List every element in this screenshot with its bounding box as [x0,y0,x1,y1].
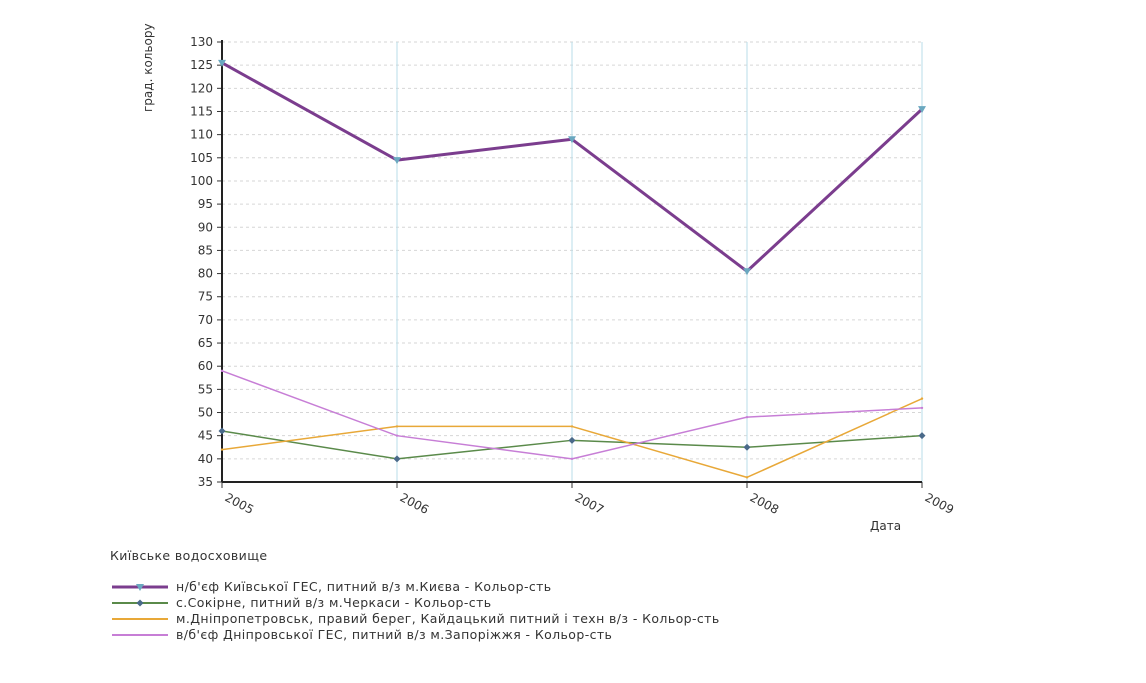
legend-swatch [110,581,170,593]
y-tick-label: 70 [198,313,213,327]
data-point [570,425,574,428]
data-point [918,432,926,440]
y-tick-label: 85 [198,243,213,257]
x-tick-label: 2009 [923,490,957,517]
y-tick-label: 65 [198,336,213,350]
y-axis-label: град. кольору [141,23,155,112]
x-axis-label: Дата [870,519,901,533]
data-point [395,425,399,428]
y-tick-label: 130 [190,35,213,49]
axes [217,40,923,488]
series-2 [218,427,926,463]
data-point [395,434,399,437]
x-tick-label: 2006 [398,490,432,517]
data-point [743,443,751,451]
y-tick-label: 55 [198,382,213,396]
x-tick-label: 2005 [223,490,257,517]
data-point [920,397,924,400]
data-point [220,369,224,373]
data-point [570,457,574,461]
series-1 [218,59,926,276]
y-tick-label: 80 [198,267,213,281]
line-chart: 35 40 45 50 55 60 65 70 75 80 85 90 95 100 105 110 115 12… [141,23,957,533]
y-tick-label: 40 [198,452,213,466]
y-tick-label: 90 [198,220,213,234]
legend-item-1: н/б'єф Київської ГЕС, питний в/з м.Києва… [110,579,720,595]
y-tick-label: 50 [198,406,213,420]
legend-label: в/б'єф Дніпровської ГЕС, питний в/з м.За… [176,627,613,642]
legend-item-4: в/б'єф Дніпровської ГЕС, питний в/з м.За… [110,627,720,643]
data-point [393,455,401,463]
legend-swatch [110,629,170,641]
data-point [568,136,576,144]
data-point [220,448,224,451]
legend-swatch [110,597,170,609]
data-point [218,59,226,67]
legend-item-3: м.Дніпропетровськ, правий берег, Кайдаць… [110,611,720,627]
data-point [745,476,749,479]
legend-title: Київське водосховище [110,548,268,563]
legend-item-2: с.Сокірне, питний в/з м.Черкаси - Кольор… [110,595,720,611]
data-point [393,157,401,165]
legend-label: м.Дніпропетровськ, правий берег, Кайдаць… [176,611,720,626]
data-point [568,436,576,444]
y-tick-label: 120 [190,81,213,95]
x-tick-label: 2007 [573,490,607,517]
y-tick-label: 100 [190,174,213,188]
series-group [218,59,926,479]
grid-lines [222,41,923,482]
legend: Київське водосховище н/б'єф Київської ГЕ… [110,548,720,643]
data-point [218,427,226,435]
y-tick-label: 45 [198,429,213,443]
y-tick-label: 75 [198,290,213,304]
legend-label: с.Сокірне, питний в/з м.Черкаси - Кольор… [176,595,492,610]
data-point [920,406,924,410]
y-tick-label: 105 [190,151,213,165]
y-tick-label: 115 [190,104,213,118]
legend-swatch [110,613,170,625]
legend-items: н/б'єф Київської ГЕС, питний в/з м.Києва… [110,579,720,643]
y-tick-label: 110 [190,128,213,142]
data-point [743,268,751,276]
data-point [918,106,926,114]
x-tick-labels: 2005 2006 2007 2008 2009 [223,490,957,517]
y-tick-label: 125 [190,58,213,72]
series-3 [220,397,924,479]
legend-label: н/б'єф Київської ГЕС, питний в/з м.Києва… [176,579,552,594]
series-4 [220,369,924,461]
y-tick-labels: 35 40 45 50 55 60 65 70 75 80 85 90 95 100 105 110 115 12… [190,35,213,489]
y-tick-label: 35 [198,475,213,489]
y-tick-label: 95 [198,197,213,211]
y-tick-label: 60 [198,359,213,373]
data-point [745,415,749,419]
x-tick-label: 2008 [748,490,782,517]
